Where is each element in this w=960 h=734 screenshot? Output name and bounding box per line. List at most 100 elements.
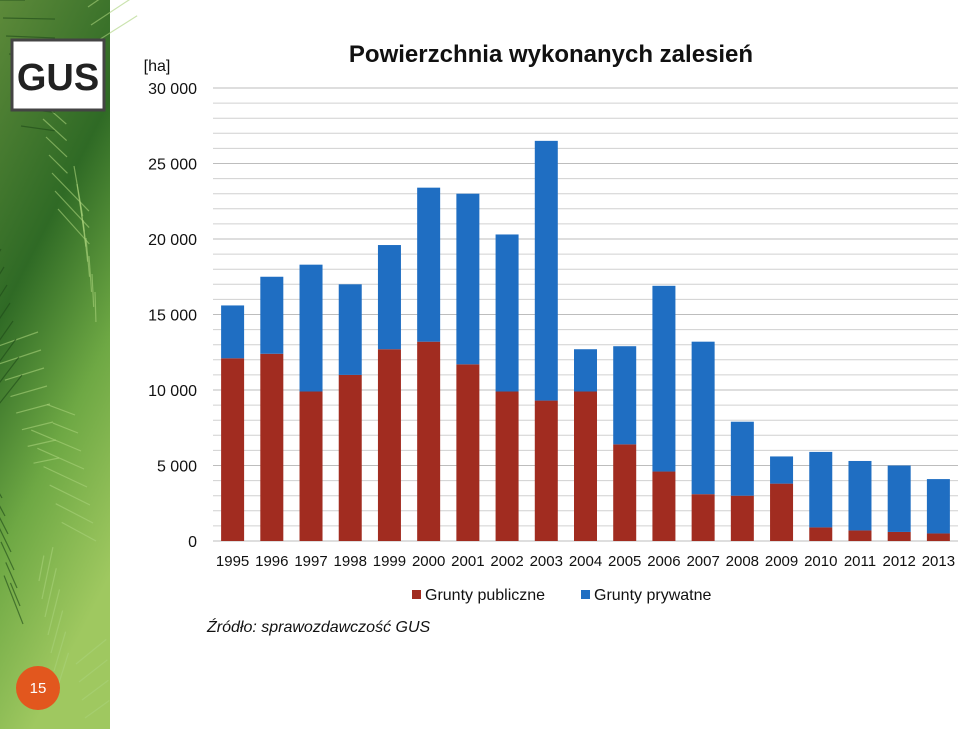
needle — [0, 349, 42, 365]
needle — [57, 208, 90, 245]
x-tick-label: 2013 — [922, 553, 955, 570]
bar-segment — [338, 284, 362, 375]
needle — [48, 154, 68, 174]
bar-segment — [299, 391, 323, 541]
bar-segment — [613, 444, 637, 541]
bar-segment — [417, 341, 441, 541]
chart: 0 5 000 10 000 15 000 20 000 25 000 30 000 1995… — [148, 81, 958, 604]
x-tick-label: 2008 — [726, 553, 759, 570]
needle — [0, 527, 12, 553]
bar-segment — [652, 285, 676, 472]
logo: GUS — [17, 57, 99, 99]
legend-label: Grunty publiczne — [425, 587, 545, 604]
needle — [2, 17, 56, 20]
needle — [85, 237, 91, 277]
x-tick-label: 2002 — [490, 553, 523, 570]
bar-segment — [495, 391, 519, 541]
bar-segment — [495, 234, 519, 392]
needle — [21, 421, 54, 431]
bar-segment — [574, 391, 597, 541]
needle — [27, 439, 57, 447]
bar-segment — [534, 140, 558, 401]
y-tick-label: 25 000 — [148, 157, 197, 174]
x-tick-label: 1998 — [334, 553, 367, 570]
needle — [0, 374, 23, 404]
x-tick-label: 2007 — [686, 553, 719, 570]
needle — [52, 422, 79, 434]
needle — [41, 547, 54, 600]
chart-title: Powierzchnia wykonanych zalesień — [349, 41, 753, 68]
bar-segment — [456, 193, 480, 365]
x-tick-label: 2011 — [844, 553, 876, 570]
bar-segment — [574, 349, 597, 392]
needle — [4, 367, 45, 381]
x-tick-label: 1997 — [294, 553, 327, 570]
needle — [44, 568, 57, 618]
y-unit: [ha] — [144, 58, 171, 75]
needle — [5, 35, 55, 39]
x-tick-label: 2012 — [882, 553, 915, 570]
needle — [81, 679, 109, 701]
needle — [37, 447, 85, 470]
needle — [20, 125, 55, 132]
needle — [90, 0, 130, 26]
needle — [55, 503, 94, 524]
x-tick-label: 1995 — [216, 553, 249, 570]
x-tick-label: 2003 — [530, 553, 563, 570]
x-tick-label: 2001 — [451, 553, 484, 570]
bar-segment — [730, 495, 754, 541]
needle — [3, 575, 24, 625]
needle — [0, 266, 5, 275]
needle — [49, 484, 91, 506]
bar-segment — [221, 358, 245, 541]
needle — [46, 403, 76, 416]
needle — [0, 517, 9, 535]
bar-segment — [417, 187, 441, 342]
needle — [43, 466, 88, 488]
bar-segment — [260, 353, 284, 541]
needle — [38, 555, 45, 582]
needle — [91, 273, 95, 307]
y-tick-label: 20 000 — [148, 232, 197, 249]
x-tick-label: 2004 — [569, 553, 602, 570]
bar-segment — [887, 465, 911, 532]
needle — [61, 521, 97, 542]
page-number: 15 — [30, 680, 47, 697]
bar-segment — [926, 533, 950, 541]
needle — [75, 638, 107, 665]
needle — [51, 172, 90, 212]
legend-swatch — [412, 590, 421, 599]
y-tick-label: 15 000 — [148, 308, 197, 325]
x-tick-label: 1996 — [255, 553, 288, 570]
bar-segment — [221, 305, 245, 359]
needle — [10, 385, 48, 398]
needle — [0, 505, 6, 517]
needle — [93, 15, 138, 44]
bar-segment — [848, 530, 872, 541]
needle — [0, 356, 20, 384]
needle — [0, 302, 11, 320]
needle — [0, 338, 17, 363]
bar-segment — [377, 245, 401, 350]
needle — [88, 255, 93, 292]
bar-segment — [887, 531, 911, 541]
pine-needles — [0, 0, 138, 719]
needle — [87, 0, 100, 8]
needle — [5, 562, 18, 589]
bar-segment — [848, 460, 872, 531]
needle — [54, 190, 90, 228]
needle — [0, 284, 8, 298]
needle — [16, 403, 51, 414]
needle — [53, 631, 67, 672]
needle — [78, 659, 108, 683]
x-tick-label: 2000 — [412, 553, 445, 570]
bar-segment — [338, 374, 362, 541]
needle — [84, 700, 110, 719]
x-tick-label: 2006 — [647, 553, 680, 570]
needle — [47, 589, 61, 636]
x-tick-label: 2009 — [765, 553, 798, 570]
source-note: Źródło: sprawozdawczość GUS — [206, 617, 431, 636]
needle — [42, 118, 68, 142]
logo-frame — [10, 38, 106, 112]
